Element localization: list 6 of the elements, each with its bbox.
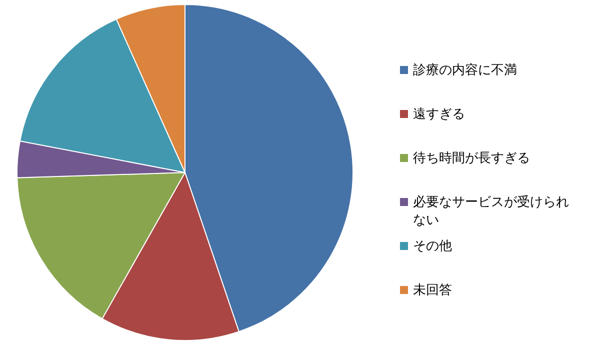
legend-label: 診療の内容に不満 [413,62,518,80]
legend-label: 遠すぎる [413,106,466,124]
legend-label: その他 [413,238,453,256]
legend-label: 待ち時間が長すぎる [413,150,531,168]
legend-label: 未回答 [413,282,453,300]
legend-label: 必要なサービスが受けられない [413,194,570,230]
